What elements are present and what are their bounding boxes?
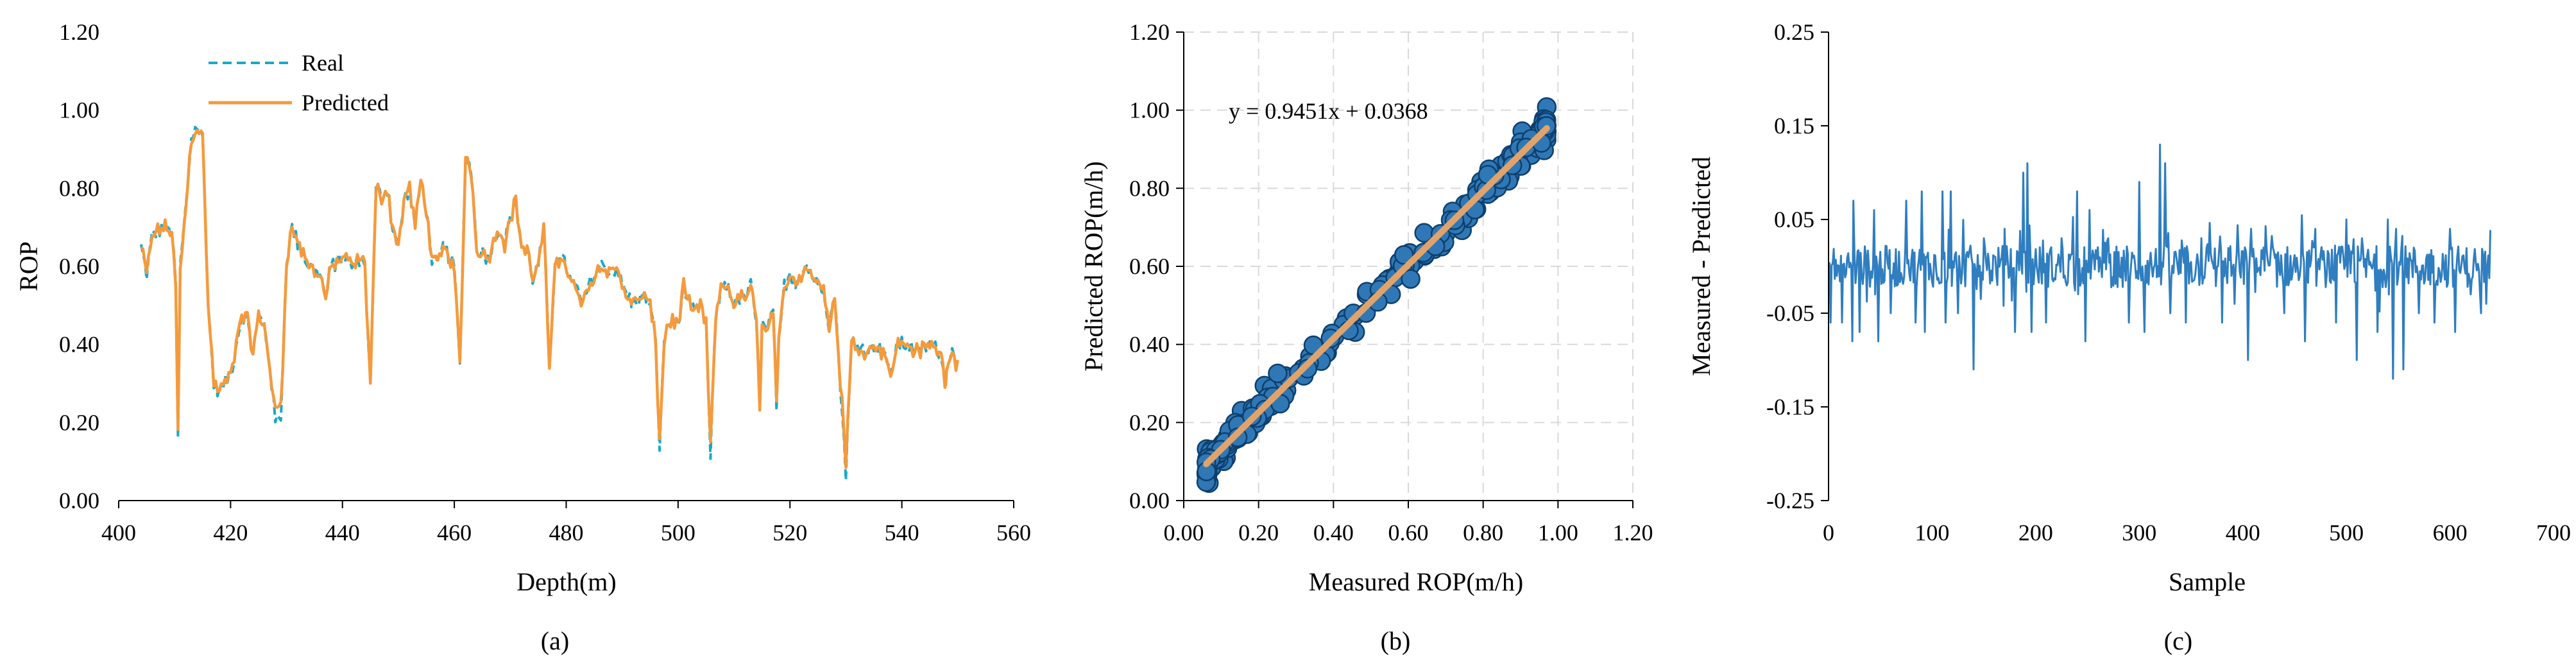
chart-c-series: [1827, 143, 2491, 380]
chart-b-x-tick-label: 0.20: [1238, 520, 1279, 545]
chart-a-x-tick-label: 560: [996, 520, 1031, 545]
chart-b-y-title: Predicted ROP(m/h): [1079, 161, 1108, 372]
chart-b-y-tick-label: 0.40: [1129, 332, 1170, 357]
chart-c-x-title: Sample: [2169, 567, 2246, 596]
chart-a-series: [139, 126, 960, 482]
chart-c-x-tick-label: 500: [2329, 520, 2364, 545]
chart-a-x-tick-label: 420: [213, 520, 248, 545]
chart-b-y-tick-label: 0.80: [1129, 175, 1170, 201]
chart-c-y-tick-label: 0.25: [1774, 19, 1814, 45]
residual-line: [1827, 143, 2491, 380]
chart-b-equation: y = 0.9451x + 0.0368: [1229, 98, 1428, 124]
scatter-point: [1394, 245, 1414, 265]
chart-b-fit-line: [1203, 125, 1550, 468]
chart-b-x-tick-label: 0.00: [1164, 520, 1204, 545]
chart-a-y-tick-label: 0.00: [59, 488, 99, 513]
chart-b-x-tick-label: 0.40: [1313, 520, 1354, 545]
chart-a-x-tick-label: 520: [772, 520, 807, 545]
legend-real-label: Real: [302, 50, 344, 76]
chart-c-ticks: 0 100 200 300 400 500 600 700 -0.25 -0.15 -0.05 0.0…: [1766, 19, 2571, 545]
chart-c: 0 100 200 300 400 500 600 700 -0.25 -0.15 -0.05 0.0…: [1687, 19, 2571, 655]
chart-a-y-tick-label: 0.80: [59, 175, 99, 201]
chart-a-y-tick-label: 1.20: [59, 19, 99, 45]
chart-c-y-tick-label: -0.25: [1766, 488, 1814, 513]
scatter-point: [1401, 269, 1420, 289]
chart-a-y-title: ROP: [14, 241, 43, 291]
chart-b: 0.00 0.20 0.40 0.60 0.80 1.00 1.20 0.00 0.20 0.40…: [1079, 19, 1653, 655]
chart-a-y-tick-label: 0.20: [59, 409, 99, 435]
chart-b-caption: (b): [1381, 626, 1411, 655]
chart-c-y-tick-label: 0.05: [1774, 207, 1814, 232]
chart-a-x-tick-label: 540: [885, 520, 919, 545]
chart-c-y-tick-label: -0.05: [1766, 300, 1814, 326]
chart-b-x-title: Measured ROP(m/h): [1309, 567, 1523, 596]
chart-b-ticks: 0.00 0.20 0.40 0.60 0.80 1.00 1.20 0.00 0.20 0.40…: [1129, 19, 1653, 545]
chart-c-y-tick-label: 0.15: [1774, 113, 1814, 139]
chart-a-y-tick-label: 0.40: [59, 332, 99, 357]
chart-b-y-tick-label: 1.00: [1129, 98, 1170, 123]
chart-b-y-tick-label: 1.20: [1129, 19, 1170, 45]
chart-b-y-tick-label: 0.60: [1129, 253, 1170, 279]
chart-c-caption: (c): [2164, 626, 2192, 655]
chart-a-x-tick-label: 500: [661, 520, 695, 545]
chart-c-y-tick-label: -0.15: [1766, 394, 1814, 420]
chart-c-y-title: Measured - Predicted: [1687, 157, 1716, 376]
chart-a-x-tick-label: 400: [101, 520, 136, 545]
chart-a-x-tick-label: 440: [325, 520, 360, 545]
chart-b-y-tick-label: 0.00: [1129, 488, 1170, 513]
chart-b-y-tick-label: 0.20: [1129, 409, 1170, 435]
chart-c-x-tick-label: 700: [2536, 520, 2571, 545]
chart-c-x-tick-label: 100: [1915, 520, 1949, 545]
chart-c-x-tick-label: 200: [2018, 520, 2053, 545]
legend-predicted-label: Predicted: [302, 90, 389, 116]
chart-a-legend: Real Predicted: [209, 50, 389, 116]
chart-c-x-tick-label: 300: [2122, 520, 2156, 545]
chart-a-y-tick-label: 0.60: [59, 253, 99, 279]
chart-b-x-tick-label: 1.20: [1613, 520, 1653, 545]
chart-a-x-tick-label: 480: [549, 520, 584, 545]
chart-b-axes: [1183, 32, 1633, 501]
chart-b-x-tick-label: 0.60: [1388, 520, 1429, 545]
chart-b-x-tick-label: 1.00: [1538, 520, 1578, 545]
chart-a: 400 420 440 460 480 500 520 540 560 0.00 0.20 0.40 0…: [14, 19, 1031, 655]
chart-a-ticks: 400 420 440 460 480 500 520 540 560 0.00 0.20 0.40 0…: [59, 19, 1031, 545]
chart-a-y-tick-label: 1.00: [59, 98, 99, 123]
chart-a-x-title: Depth(m): [516, 567, 617, 596]
chart-c-x-tick-label: 600: [2433, 520, 2468, 545]
chart-c-x-tick-label: 0: [1823, 520, 1834, 545]
fit-line: [1203, 125, 1550, 468]
scatter-point: [1268, 363, 1288, 384]
chart-c-x-tick-label: 400: [2226, 520, 2260, 545]
series-predicted-line: [140, 128, 960, 469]
chart-a-caption: (a): [541, 626, 569, 655]
chart-b-x-tick-label: 0.80: [1463, 520, 1503, 545]
chart-a-x-tick-label: 460: [437, 520, 472, 545]
